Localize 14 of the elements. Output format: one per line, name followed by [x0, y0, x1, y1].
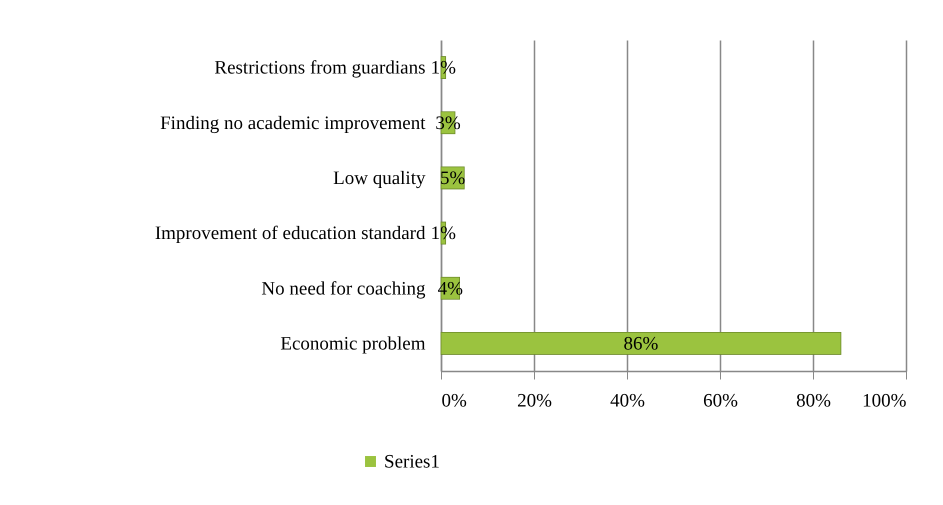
y-tick-label: Restrictions from guardians — [214, 58, 426, 79]
y-tick-label: Finding no academic improvement — [160, 112, 426, 134]
x-tick-label: 20% — [517, 390, 552, 412]
legend-label: Series1 — [384, 452, 440, 472]
x-tick-label: 0% — [442, 390, 467, 412]
y-tick-label: No need for coaching — [261, 278, 426, 300]
y-tick-label: Low quality — [333, 168, 426, 189]
x-tick-label: 100% — [862, 390, 907, 412]
data-label: 86% — [624, 333, 659, 354]
y-tick-label: Improvement of education standard — [154, 223, 426, 244]
x-tick-label: 60% — [703, 390, 738, 412]
y-tick-label: Economic problem — [280, 333, 426, 354]
x-tick-label: 80% — [796, 390, 832, 412]
x-tick-label: 40% — [610, 390, 646, 412]
